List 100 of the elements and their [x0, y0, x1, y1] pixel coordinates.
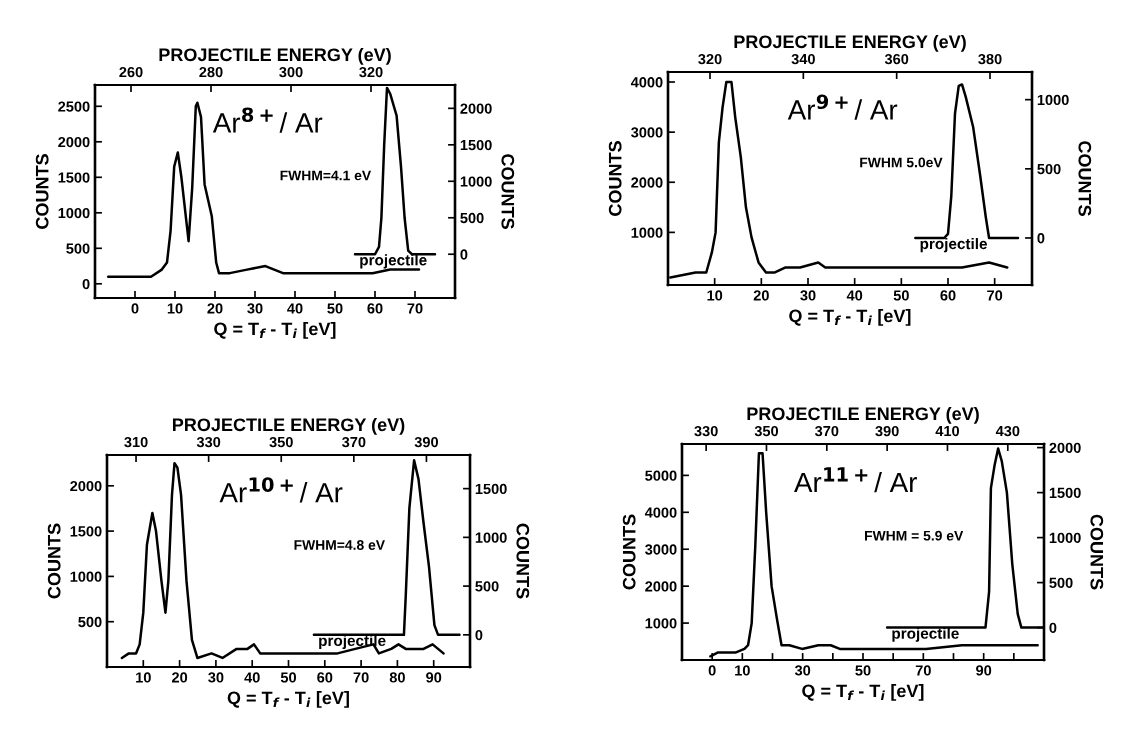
y2-tick-label: 500 [1049, 577, 1073, 589]
y-tick-label: 1500 [58, 172, 90, 183]
y-tick-label: 500 [66, 243, 90, 254]
y-tick-label: 4000 [644, 507, 677, 518]
x2-tick-label: 300 [279, 66, 303, 78]
x-tick-label: 30 [208, 672, 224, 683]
y-tick-label: 1000 [58, 207, 90, 219]
x2-axis-title: PROJECTILE ENERGY (eV) [159, 47, 391, 65]
y-tick-label: 2000 [645, 581, 677, 592]
x-tick-label: 70 [987, 290, 1003, 301]
y2-tick-label: 0 [1049, 622, 1057, 634]
text: Ar$^{11+}$/ Ar [794, 467, 917, 493]
y2-tick-label: 1500 [1049, 487, 1081, 499]
x-tick-label: 60 [367, 303, 383, 314]
x-tick-label: 10 [136, 672, 151, 683]
x-tick-label: 90 [976, 665, 992, 676]
x2-axis-title: PROJECTILE ENERGY (eV) [172, 417, 405, 435]
x2-tick-label: 430 [995, 425, 1020, 437]
y2-axis-title: COUNTS [1090, 514, 1104, 590]
x2-tick-label: 320 [698, 53, 722, 65]
y2-tick-label: 1000 [475, 532, 507, 543]
x2-tick-label: 380 [978, 53, 1002, 65]
series-label: projectile [920, 237, 987, 253]
x2-tick-label: 410 [935, 425, 960, 437]
x2-tick-label: 260 [119, 66, 143, 78]
y-tick-label: 500 [78, 616, 102, 628]
x-tick-label: 30 [247, 303, 263, 314]
x-tick-label: 80 [389, 672, 405, 683]
y2-tick-label: 0 [1037, 233, 1045, 244]
y-tick-label: 1000 [70, 571, 102, 582]
x2-axis-title: PROJECTILE ENERGY (eV) [734, 34, 966, 52]
x-tick-label: 20 [753, 290, 769, 301]
y-axis-title: COUNTS [35, 154, 49, 229]
x-tick-label: 90 [426, 672, 442, 683]
y-tick-label: 0 [82, 278, 90, 290]
x-tick-label: 60 [317, 672, 333, 683]
y-axis-title: COUNTS [622, 514, 636, 590]
y2-tick-label: 500 [1037, 163, 1061, 175]
y-axis-title: COUNTS [608, 141, 622, 216]
x2-tick-label: 330 [196, 436, 221, 448]
line-series [120, 461, 445, 660]
x-tick-label: 60 [940, 290, 956, 301]
x2-tick-label: 330 [694, 425, 718, 437]
text: Ar$^{9+}$/ Ar [787, 94, 898, 120]
y-tick-label: 2000 [70, 480, 102, 492]
series-label: projectile [892, 627, 959, 642]
x-tick-label: 40 [846, 290, 863, 301]
y-tick-label: 1000 [631, 227, 663, 238]
y2-axis-title: COUNTS [1078, 141, 1092, 216]
x-tick-label: 50 [327, 303, 343, 314]
y2-tick-label: 2000 [460, 103, 492, 114]
x2-tick-label: 320 [359, 66, 383, 78]
x2-tick-label: 350 [754, 425, 779, 437]
x-tick-label: 10 [707, 290, 723, 301]
x-tick-label: 0 [131, 303, 139, 314]
x-tick-label: 50 [855, 665, 871, 676]
series-label: projectile [319, 634, 386, 650]
x-tick-label: 0 [708, 665, 716, 676]
x-tick-label: 40 [287, 303, 303, 314]
x-tick-label: 40 [244, 672, 260, 683]
y-tick-label: 4000 [630, 77, 663, 88]
annotation: FWHM=4.1 eV [280, 170, 372, 181]
y2-tick-label: 0 [460, 249, 468, 260]
x-tick-label: 50 [280, 672, 297, 683]
y2-axis-title: COUNTS [501, 154, 515, 229]
y-tick-label: 2500 [58, 101, 90, 112]
x2-tick-label: 390 [875, 425, 899, 437]
annotation: FWHM = 5.9 eV [865, 530, 964, 541]
y2-tick-label: 2000 [1049, 442, 1081, 454]
y2-tick-label: 1000 [460, 176, 492, 187]
y2-tick-label: 1500 [460, 139, 492, 151]
annotation: FWHM=4.8 eV [294, 540, 385, 550]
x2-tick-label: 350 [269, 436, 293, 448]
y-tick-label: 1500 [70, 526, 102, 537]
x-tick-label: 70 [915, 665, 931, 676]
y2-tick-label: 500 [475, 581, 499, 592]
annotation: FWHM 5.0eV [860, 157, 943, 168]
text: Ar$^{10+}$/ Ar [219, 477, 343, 503]
y-tick-label: 3000 [631, 127, 663, 138]
x-axis-title: Q = T$_{f}$ - T$_{i}$ [eV] [214, 322, 336, 339]
x2-axis-title: PROJECTILE ENERGY (eV) [747, 406, 979, 424]
y2-tick-label: 1500 [475, 483, 507, 495]
text: Ar$^{8+}$/ Ar [212, 107, 323, 133]
x-axis-title: Q = T$_{f}$ - T$_{i}$ [eV] [227, 691, 349, 708]
y2-axis-title: COUNTS [516, 523, 530, 599]
x2-tick-label: 360 [884, 53, 909, 65]
x-axis-title: Q = T$_{f}$ - T$_{i}$ [eV] [802, 684, 924, 701]
x-tick-label: 10 [735, 665, 750, 676]
y-tick-label: 2000 [58, 136, 90, 148]
x-tick-label: 50 [893, 290, 909, 301]
y-tick-label: 5000 [645, 470, 677, 481]
series-label: projectile [360, 254, 427, 269]
y-tick-label: 3000 [645, 544, 677, 555]
x-tick-label: 70 [353, 672, 369, 683]
x-tick-label: 20 [172, 672, 188, 683]
x-axis-title: Q = T$_{f}$ - T$_{i}$ [eV] [789, 309, 911, 326]
y2-tick-label: 0 [475, 629, 483, 641]
x2-tick-label: 370 [342, 436, 366, 448]
x2-tick-label: 280 [199, 66, 223, 78]
x-tick-label: 10 [167, 303, 183, 314]
